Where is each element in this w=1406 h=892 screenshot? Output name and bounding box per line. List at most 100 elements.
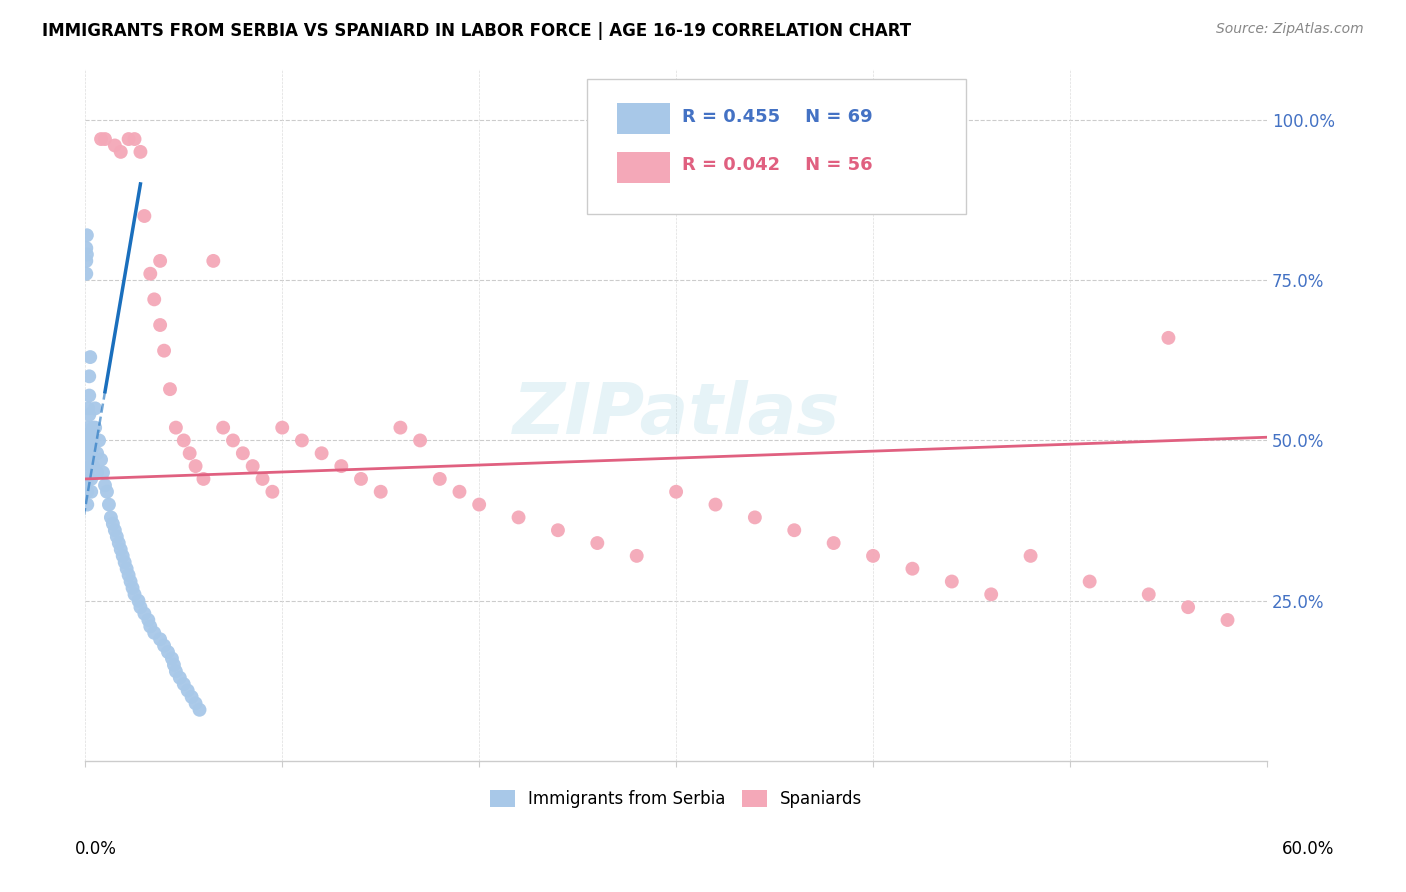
Point — [80, 484, 103, 499]
Point — [76, 434, 98, 448]
Point — [153, 639, 176, 653]
Point — [107, 536, 129, 550]
Point — [823, 536, 845, 550]
Point — [156, 645, 179, 659]
Point — [508, 510, 530, 524]
Point — [184, 697, 207, 711]
Point — [76, 484, 98, 499]
Point — [76, 446, 98, 460]
Point — [252, 472, 274, 486]
Point — [90, 132, 112, 146]
Point — [1157, 331, 1180, 345]
Point — [82, 459, 104, 474]
Point — [86, 446, 108, 460]
Point — [232, 446, 254, 460]
Point — [79, 350, 101, 364]
Point — [94, 478, 117, 492]
Point — [117, 132, 139, 146]
Point — [84, 401, 107, 416]
Point — [82, 440, 104, 454]
Point — [86, 466, 108, 480]
Text: 60.0%: 60.0% — [1281, 840, 1334, 858]
Point — [744, 510, 766, 524]
Point — [271, 420, 294, 434]
Point — [101, 516, 124, 531]
Point — [212, 420, 235, 434]
Point — [77, 408, 100, 422]
Point — [77, 440, 100, 454]
Point — [202, 253, 225, 268]
Point — [1078, 574, 1101, 589]
Point — [124, 587, 146, 601]
FancyBboxPatch shape — [588, 78, 966, 214]
Point — [76, 472, 98, 486]
Point — [980, 587, 1002, 601]
Point — [626, 549, 648, 563]
Point — [77, 369, 100, 384]
Point — [143, 293, 166, 307]
Point — [105, 530, 128, 544]
Point — [262, 484, 284, 499]
Point — [291, 434, 314, 448]
Text: Source: ZipAtlas.com: Source: ZipAtlas.com — [1216, 22, 1364, 37]
Point — [330, 459, 353, 474]
Point — [134, 209, 156, 223]
Point — [242, 459, 264, 474]
Point — [173, 434, 195, 448]
Point — [193, 472, 215, 486]
Point — [77, 388, 100, 402]
Point — [104, 138, 127, 153]
Point — [177, 683, 200, 698]
Point — [87, 434, 110, 448]
Point — [134, 607, 156, 621]
Point — [110, 145, 132, 159]
Point — [163, 657, 186, 672]
Point — [117, 568, 139, 582]
Point — [129, 145, 152, 159]
Point — [136, 613, 159, 627]
Text: ZIPatlas: ZIPatlas — [512, 380, 839, 450]
Bar — [617, 103, 671, 135]
Point — [1019, 549, 1042, 563]
Point — [111, 549, 134, 563]
Point — [82, 420, 104, 434]
Point — [100, 510, 122, 524]
Point — [184, 459, 207, 474]
Point — [115, 562, 138, 576]
Point — [80, 446, 103, 460]
Point — [149, 253, 172, 268]
Point — [91, 466, 114, 480]
Point — [149, 318, 172, 332]
Point — [153, 343, 176, 358]
Point — [94, 132, 117, 146]
Point — [159, 382, 181, 396]
Point — [547, 523, 569, 537]
Text: R = 0.042    N = 56: R = 0.042 N = 56 — [682, 156, 873, 175]
Point — [110, 542, 132, 557]
Legend: Immigrants from Serbia, Spaniards: Immigrants from Serbia, Spaniards — [482, 783, 869, 815]
Point — [84, 420, 107, 434]
Point — [104, 523, 127, 537]
Point — [389, 420, 412, 434]
Point — [429, 472, 451, 486]
Point — [169, 671, 191, 685]
Point — [149, 632, 172, 647]
Point — [77, 401, 100, 416]
Point — [129, 600, 152, 615]
Point — [76, 247, 98, 261]
Point — [188, 703, 211, 717]
Point — [120, 574, 142, 589]
Point — [77, 420, 100, 434]
Bar — [617, 152, 671, 183]
Point — [77, 427, 100, 442]
Point — [468, 498, 491, 512]
Point — [783, 523, 806, 537]
Point — [75, 253, 97, 268]
Point — [704, 498, 727, 512]
Point — [114, 555, 136, 569]
Point — [449, 484, 471, 499]
Point — [370, 484, 392, 499]
Point — [76, 498, 98, 512]
Point — [901, 562, 924, 576]
Point — [75, 267, 97, 281]
